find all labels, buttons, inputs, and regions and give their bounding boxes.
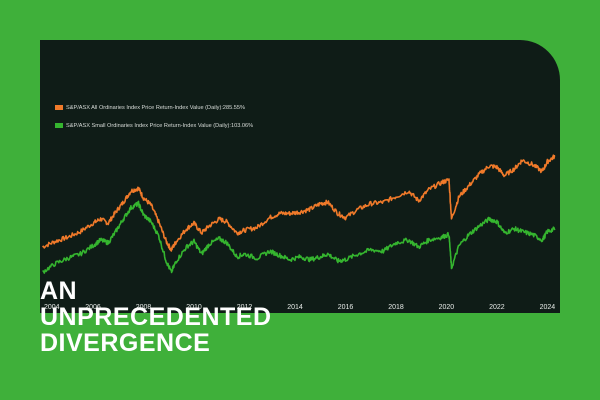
x-tick-label: 2020 <box>439 304 455 311</box>
legend-item-all-ords: S&P/ASX All Ordinaries Index Price Retur… <box>55 103 253 112</box>
x-tick-label: 2014 <box>287 304 303 311</box>
x-tick-label: 2024 <box>540 304 556 311</box>
x-tick-label: 2018 <box>388 304 404 311</box>
chart-panel: 2004 2006 2008 2010 2012 2014 2016 2018 2020 2022… <box>40 40 560 313</box>
legend-item-small-ords: S&P/ASX Small Ordinaries Index Price Ret… <box>55 121 253 130</box>
x-tick-label: 2022 <box>489 304 505 311</box>
headline-line-2: UNPRECEDENTED <box>40 303 272 331</box>
legend-swatch-small-ords <box>55 123 63 128</box>
line-chart: 2004 2006 2008 2010 2012 2014 2016 2018 2020 2022… <box>42 154 556 311</box>
headline-line-1: AN <box>40 277 78 305</box>
x-tick-label: 2016 <box>338 304 354 311</box>
legend-swatch-all-ords <box>55 105 63 110</box>
x-tick-label: 2012 <box>237 304 253 311</box>
series-line-all-ords <box>42 154 556 252</box>
chart-legend: S&P/ASX All Ordinaries Index Price Retur… <box>55 103 253 139</box>
x-tick-label: 2008 <box>136 304 152 311</box>
headline-line-3: DIVERGENCE <box>40 329 211 357</box>
legend-label-small-ords: S&P/ASX Small Ordinaries Index Price Ret… <box>66 122 254 129</box>
x-tick-label: 2004 <box>44 304 60 311</box>
headline: AN UNPRECEDENTED DIVERGENCE <box>40 278 272 356</box>
x-tick-label: 2010 <box>186 304 202 311</box>
x-tick-label: 2006 <box>85 304 101 311</box>
legend-label-all-ords: S&P/ASX All Ordinaries Index Price Retur… <box>66 104 245 111</box>
series-line-small-ords <box>42 200 556 274</box>
